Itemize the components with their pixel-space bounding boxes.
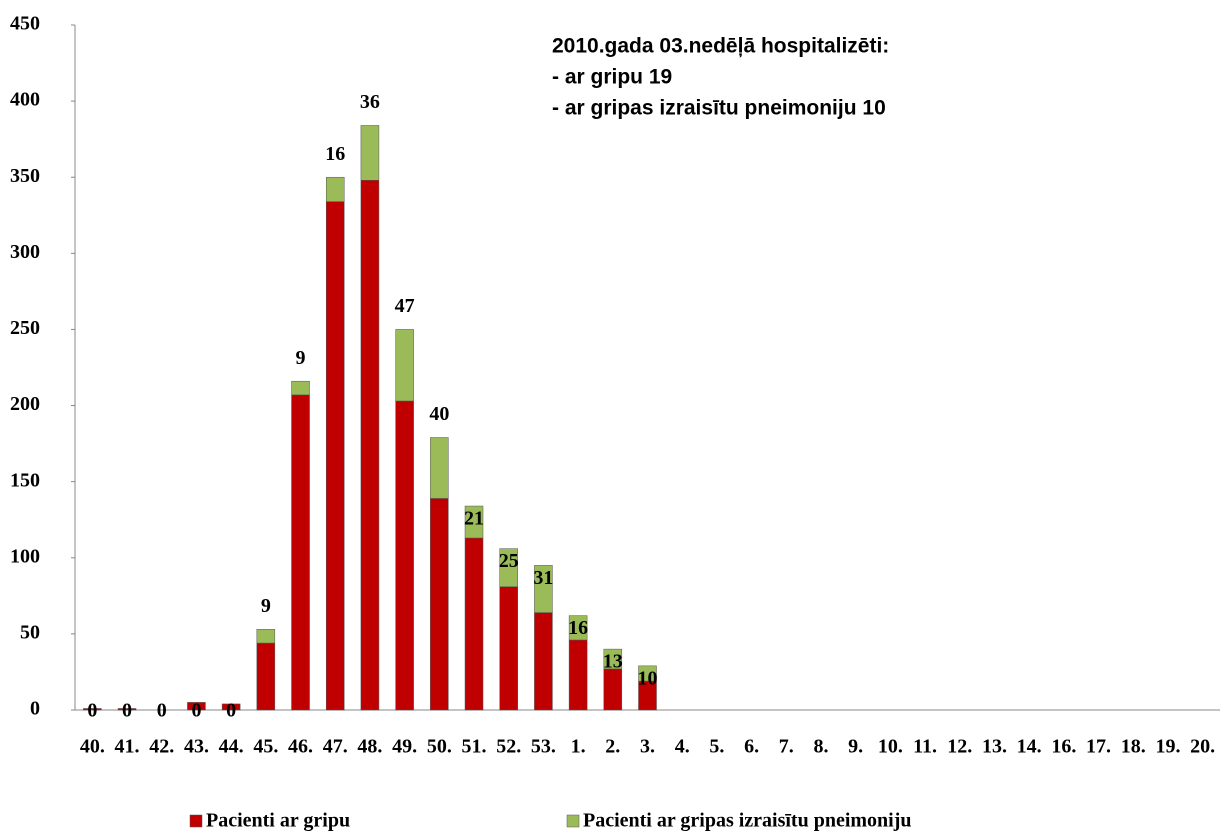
x-tick-label: 6. — [744, 736, 759, 758]
x-tick-label: 43. — [184, 736, 209, 758]
y-tick-label: 200 — [10, 393, 40, 415]
annotation: 2010.gada 03.nedēļā hospitalizēti: — [552, 35, 889, 58]
x-tick-label: 41. — [115, 736, 140, 758]
bar-segment — [603, 648, 623, 670]
x-tick-label: 13. — [982, 736, 1007, 758]
x-tick-label: 49. — [392, 736, 417, 758]
legend-label: Pacienti ar gripas izraisītu pneimoniju — [583, 810, 912, 832]
bar-segment — [499, 548, 518, 587]
x-tick-label: 7. — [779, 736, 794, 758]
data-label: 16 — [568, 617, 588, 639]
bar-segment — [360, 180, 380, 711]
x-tick-label: 52. — [496, 736, 521, 758]
bar-segment — [256, 629, 276, 644]
data-label: 47 — [395, 295, 415, 317]
data-label: 10 — [638, 667, 658, 689]
x-tick-label: 14. — [1017, 736, 1042, 758]
bar-segment — [395, 400, 414, 711]
x-tick-label: 1. — [571, 736, 586, 758]
x-tick-label: 45. — [253, 736, 278, 758]
bar-segment — [464, 537, 484, 711]
data-label: 0 — [122, 700, 132, 722]
bar-segment — [534, 565, 553, 613]
x-tick-label: 19. — [1155, 736, 1180, 758]
data-label: 0 — [191, 700, 201, 722]
y-tick-label: 450 — [10, 13, 40, 35]
x-tick-label: 50. — [427, 736, 452, 758]
data-label: 40 — [429, 403, 449, 425]
bar-segment — [83, 708, 102, 711]
x-tick-label: 16. — [1051, 736, 1076, 758]
bar-segment — [603, 668, 623, 711]
x-tick-label: 40. — [80, 736, 105, 758]
data-label: 0 — [226, 700, 236, 722]
x-tick-label: 17. — [1086, 736, 1111, 758]
legend-label: Pacienti ar gripu — [206, 810, 350, 832]
x-tick-label: 5. — [709, 736, 724, 758]
data-label: 25 — [499, 550, 519, 572]
bar-segment — [325, 201, 345, 711]
bar-segment — [395, 329, 414, 402]
data-label: 31 — [533, 567, 553, 589]
bar-segment — [221, 703, 241, 711]
x-tick-label: 44. — [219, 736, 244, 758]
x-tick-label: 42. — [149, 736, 174, 758]
data-label: 0 — [87, 700, 97, 722]
x-tick-label: 9. — [848, 736, 863, 758]
data-label: 21 — [464, 508, 484, 530]
x-tick-label: 10. — [878, 736, 903, 758]
x-tick-label: 48. — [357, 736, 382, 758]
data-label: 0 — [157, 700, 167, 722]
data-label: 36 — [360, 91, 380, 113]
y-tick-label: 350 — [10, 165, 40, 187]
x-tick-label: 20. — [1190, 736, 1215, 758]
bar-segment — [568, 615, 588, 641]
y-tick-label: 0 — [30, 698, 40, 720]
bar-segment — [291, 380, 310, 396]
y-tick-label: 100 — [10, 545, 40, 567]
bar-segment — [291, 394, 310, 711]
x-tick-label: 46. — [288, 736, 313, 758]
bar-segment — [360, 125, 380, 181]
data-label: 9 — [261, 595, 271, 617]
y-tick-label: 400 — [10, 89, 40, 111]
annotation: - ar gripas izraisītu pneimoniju 10 — [552, 97, 886, 120]
bar-segment — [256, 642, 276, 711]
x-tick-label: 11. — [913, 736, 937, 758]
x-tick-label: 53. — [531, 736, 556, 758]
data-label: 13 — [603, 651, 623, 673]
x-tick-label: 12. — [947, 736, 972, 758]
x-tick-label: 4. — [675, 736, 690, 758]
bar-segment — [534, 612, 553, 711]
x-tick-label: 8. — [813, 736, 828, 758]
legend-swatch — [189, 814, 203, 828]
bar-segment — [568, 639, 588, 711]
legend-swatch — [566, 814, 580, 828]
bar-segment — [187, 702, 206, 711]
y-tick-label: 50 — [20, 621, 40, 643]
bar-segment — [325, 176, 345, 202]
data-label: 9 — [296, 347, 306, 369]
x-tick-label: 18. — [1121, 736, 1146, 758]
bar-segment — [430, 437, 449, 499]
bar-segment — [464, 505, 484, 539]
y-tick-label: 250 — [10, 317, 40, 339]
x-tick-label: 47. — [323, 736, 348, 758]
y-tick-label: 300 — [10, 241, 40, 263]
y-tick-label: 150 — [10, 469, 40, 491]
x-tick-label: 2. — [605, 736, 620, 758]
x-tick-label: 51. — [462, 736, 487, 758]
bar-segment — [117, 708, 137, 711]
bar-segment — [499, 586, 518, 711]
bar-segment — [638, 665, 657, 682]
annotation: - ar gripu 19 — [552, 66, 672, 89]
bar-segment — [430, 498, 449, 711]
x-tick-label: 3. — [640, 736, 655, 758]
data-label: 16 — [325, 143, 345, 165]
